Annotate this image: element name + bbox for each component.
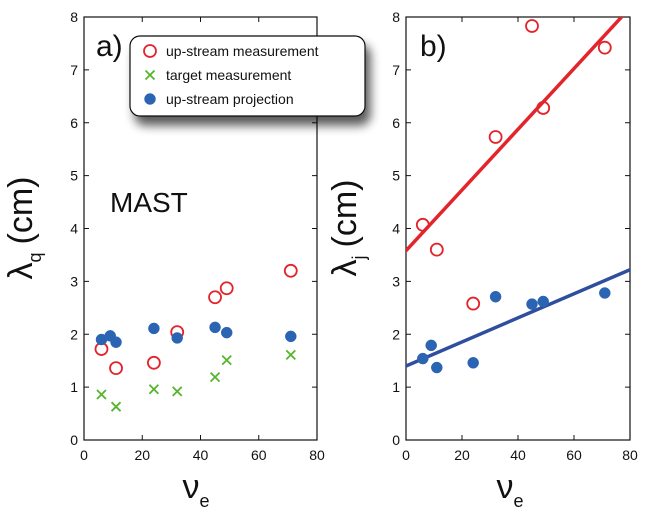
data-point-filled-circle bbox=[425, 339, 437, 352]
y-tick-label: 0 bbox=[70, 432, 78, 448]
legend-marker bbox=[144, 69, 156, 81]
y-tick-label: 0 bbox=[392, 432, 400, 448]
data-point-filled-circle bbox=[148, 322, 160, 335]
data-point-filled-circle bbox=[220, 326, 233, 339]
data-point-filled-circle bbox=[209, 321, 221, 334]
data-point-open-circle bbox=[146, 355, 161, 370]
x-axis-subscript: e bbox=[199, 491, 209, 510]
data-point-cross bbox=[172, 386, 183, 397]
x-tick-label: 0 bbox=[80, 447, 88, 463]
fit-line bbox=[406, 17, 624, 253]
x-tick-label: 20 bbox=[134, 447, 150, 463]
data-point-filled-circle bbox=[431, 361, 443, 374]
data-point-cross bbox=[285, 349, 296, 361]
legend-box bbox=[129, 35, 366, 117]
y-axis-unit: (cm) bbox=[2, 177, 40, 245]
y-tick-label: 2 bbox=[70, 326, 78, 342]
panel-label: b) bbox=[420, 30, 447, 63]
x-axis-title: νe bbox=[496, 468, 523, 510]
y-axis-symbol: λ bbox=[2, 262, 40, 279]
x-tick-label: 80 bbox=[309, 447, 325, 463]
x-axis-title: νe bbox=[182, 468, 209, 510]
legend-marker bbox=[143, 44, 157, 58]
x-tick-label: 20 bbox=[454, 447, 470, 463]
y-tick-label: 4 bbox=[392, 221, 400, 237]
y-tick-label: 3 bbox=[392, 273, 400, 289]
data-point-filled-circle bbox=[171, 332, 183, 344]
legend: up-stream measurement target measurement u… bbox=[129, 35, 366, 117]
data-point-filled-circle bbox=[599, 287, 611, 299]
data-point-filled-circle bbox=[110, 336, 122, 348]
data-point-open-circle bbox=[429, 242, 444, 257]
data-point-open-circle bbox=[466, 296, 481, 311]
y-axis-symbol: λ bbox=[326, 259, 364, 276]
y-tick-label: 7 bbox=[392, 62, 400, 78]
fit-line bbox=[406, 267, 630, 368]
legend-label: up-stream measurement bbox=[166, 43, 319, 59]
x-axis-subscript: e bbox=[513, 491, 523, 510]
y-tick-label: 3 bbox=[70, 273, 78, 289]
annotation-mast: MAST bbox=[110, 187, 188, 218]
y-tick-label: 8 bbox=[70, 9, 78, 25]
data-point-filled-circle bbox=[417, 352, 429, 365]
plot-area bbox=[406, 17, 630, 374]
y-axis-title: λq (cm) bbox=[2, 177, 45, 280]
y-tick-label: 4 bbox=[70, 221, 78, 237]
y-axis-title: λj (cm) bbox=[326, 180, 369, 277]
data-point-filled-circle bbox=[489, 290, 502, 303]
y-axis-subscript: q bbox=[25, 252, 45, 262]
axes-frame bbox=[405, 16, 631, 441]
y-tick-label: 5 bbox=[392, 168, 400, 184]
y-tick-label: 5 bbox=[70, 168, 78, 184]
x-tick-label: 40 bbox=[193, 447, 209, 463]
data-point-cross bbox=[221, 355, 232, 366]
data-point-filled-circle bbox=[526, 298, 538, 310]
x-tick-label: 60 bbox=[251, 447, 267, 463]
y-tick-label: 6 bbox=[392, 115, 400, 131]
data-point-open-circle bbox=[283, 263, 298, 278]
y-axis-subscript: j bbox=[349, 255, 369, 260]
data-point-open-circle bbox=[219, 281, 234, 296]
x-tick-label: 0 bbox=[402, 447, 410, 463]
x-tick-label: 40 bbox=[510, 447, 526, 463]
y-tick-label: 6 bbox=[70, 115, 78, 131]
data-point-cross bbox=[96, 389, 107, 400]
x-tick-label: 60 bbox=[566, 447, 582, 463]
x-tick-label: 80 bbox=[622, 447, 638, 463]
data-point-cross bbox=[110, 401, 122, 412]
data-point-open-circle bbox=[536, 101, 551, 115]
panel-b: 0 20 40 60 80 0 1 2 3 4 5 6 7 8 b) λj (cm) νe bbox=[326, 9, 638, 511]
data-point-open-circle bbox=[488, 130, 503, 144]
y-tick-label: 7 bbox=[70, 62, 78, 78]
plot-area bbox=[94, 263, 298, 412]
data-point-cross bbox=[148, 384, 160, 395]
data-point-open-circle bbox=[525, 19, 539, 33]
x-axis-symbol: ν bbox=[182, 468, 199, 506]
data-point-open-circle bbox=[208, 290, 222, 305]
y-axis-unit: (cm) bbox=[326, 180, 364, 248]
y-tick-label: 2 bbox=[392, 326, 400, 342]
legend-label: up-stream projection bbox=[166, 91, 294, 107]
x-axis-symbol: ν bbox=[496, 468, 513, 506]
data-point-filled-circle bbox=[467, 357, 479, 369]
panel-label: a) bbox=[96, 30, 123, 63]
y-tick-label: 1 bbox=[70, 379, 78, 395]
legend-marker bbox=[144, 93, 156, 105]
data-point-filled-circle bbox=[285, 330, 297, 343]
data-point-filled-circle bbox=[537, 295, 549, 308]
panel-a: 0 20 40 60 80012345678a)MASTλq(cm)νeup-strea… bbox=[2, 9, 366, 511]
data-point-open-circle bbox=[109, 361, 123, 375]
data-point-cross bbox=[209, 371, 221, 383]
legend-label: target measurement bbox=[166, 67, 291, 83]
y-tick-label: 1 bbox=[392, 379, 400, 395]
data-point-open-circle bbox=[597, 40, 612, 55]
y-tick-label: 8 bbox=[392, 9, 400, 25]
data-point-open-circle bbox=[415, 217, 430, 232]
